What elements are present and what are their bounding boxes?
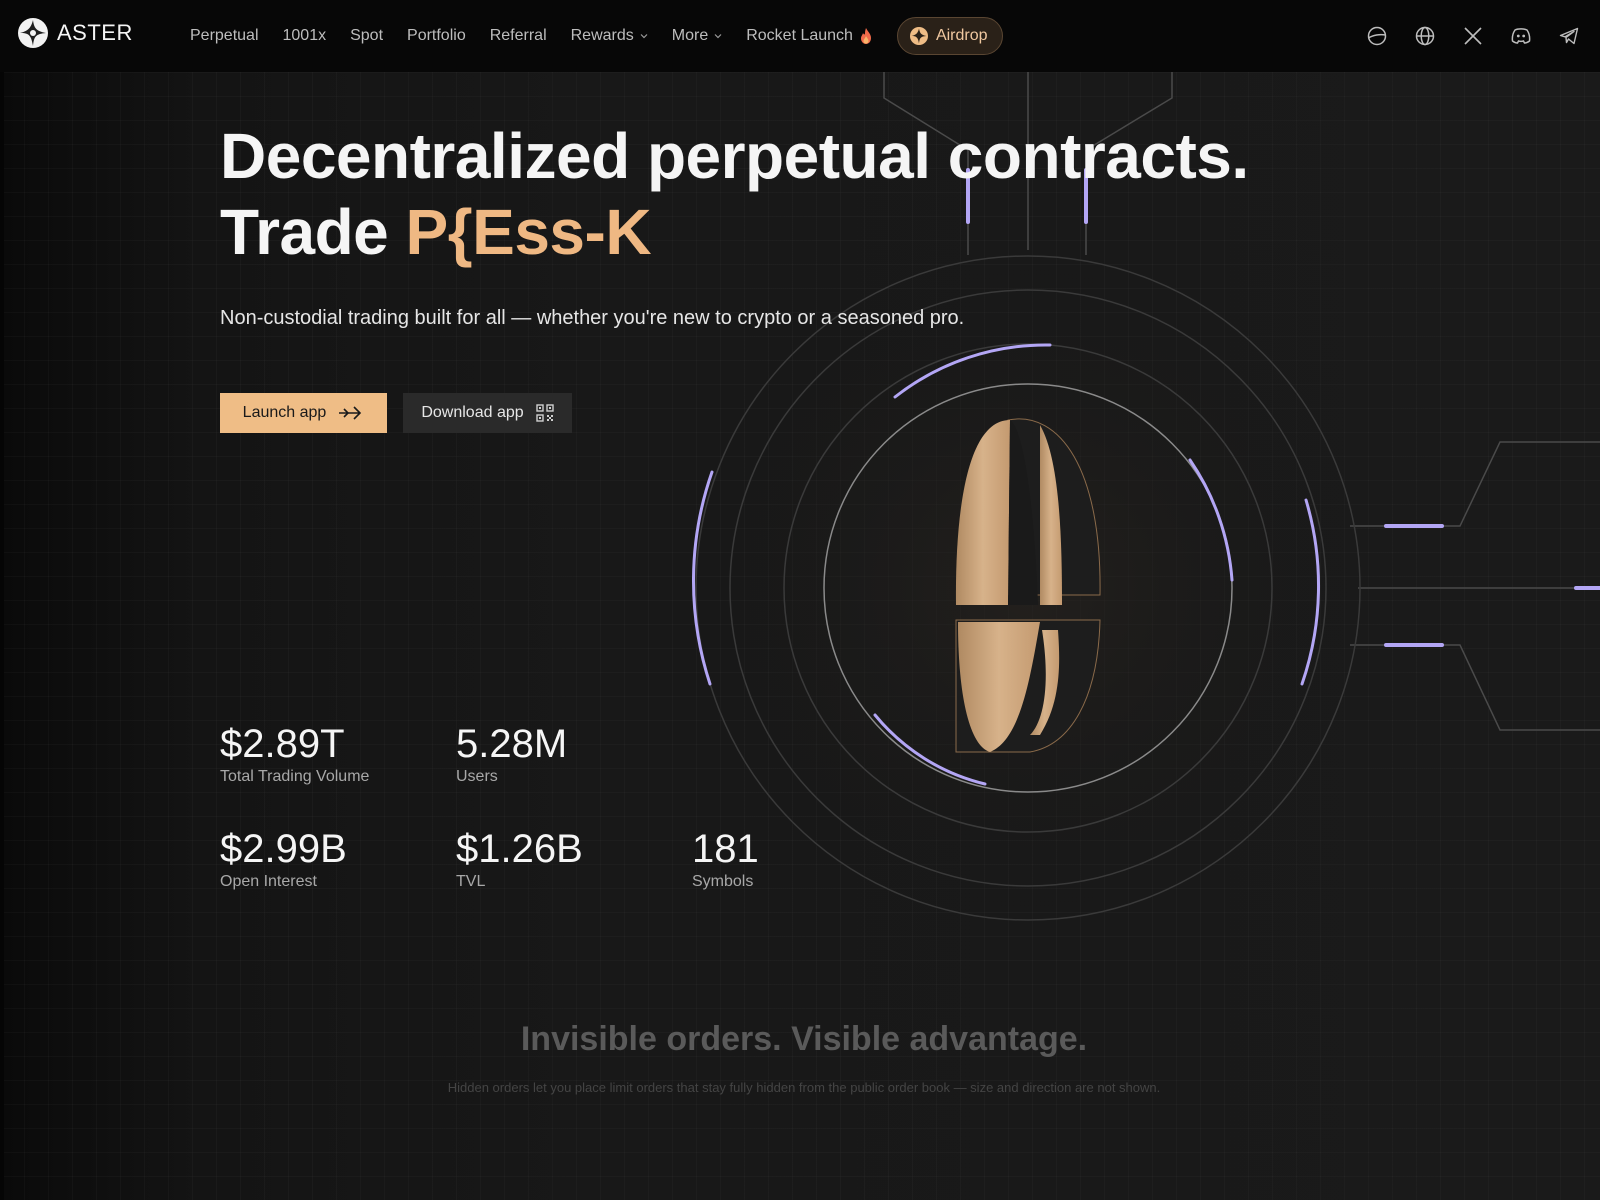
stat-value: $2.99B — [220, 827, 347, 871]
nav-link-more[interactable]: More — [672, 27, 722, 45]
stat-value: $1.26B — [456, 827, 583, 871]
stat-value: 181 — [692, 827, 759, 871]
nav-link-label: More — [671, 27, 709, 44]
nav-link-rocket-launch[interactable]: Rocket Launch — [746, 27, 873, 45]
stat-open-interest: $2.99B Open Interest — [220, 827, 347, 891]
section-title: Invisible orders. Visible advantage. — [520, 1020, 1088, 1058]
social-icons — [1366, 0, 1580, 72]
nav-link-label: 1001x — [282, 27, 327, 44]
aster-coin-icon — [909, 27, 928, 45]
stat-label: TVL — [456, 873, 486, 890]
stat-symbols: 181 Symbols — [692, 827, 759, 891]
section-subtitle: Hidden orders let you place limit orders… — [447, 1080, 1161, 1095]
discord-icon[interactable] — [1510, 25, 1532, 47]
stat-users: 5.28M Users — [456, 722, 567, 786]
hero-title: Decentralized perpetual contracts. Trade… — [220, 118, 1249, 270]
download-app-button[interactable]: Download app — [403, 393, 572, 433]
hero-coin-graphic — [692, 72, 1600, 921]
top-navbar: ASTER Perpetual 1001x Spot Portfolio Ref… — [0, 0, 1600, 72]
telegram-icon[interactable] — [1558, 25, 1580, 47]
chevron-down-icon — [640, 34, 648, 39]
hero-title-prefix: Trade — [220, 196, 406, 268]
nav-link-label: Referral — [489, 27, 547, 44]
stat-trading-volume: $2.89T Total Trading Volume — [220, 722, 369, 786]
globe-icon[interactable] — [1414, 25, 1436, 47]
stat-value: 5.28M — [456, 722, 568, 766]
stat-tvl: $1.26B TVL — [456, 827, 583, 891]
arrow-right-icon — [339, 406, 362, 420]
stat-label: Open Interest — [220, 873, 317, 890]
airdrop-label: Airdrop — [935, 27, 988, 44]
nav-link-spot[interactable]: Spot — [350, 27, 383, 45]
nav-link-rewards[interactable]: Rewards — [571, 27, 648, 45]
nav-link-label: Perpetual — [190, 27, 259, 44]
brand-name: ASTER — [57, 20, 133, 45]
hero-title-accent: P{Ess-K — [405, 196, 652, 268]
brand-logo[interactable]: ASTER — [18, 18, 133, 48]
stat-label: Total Trading Volume — [220, 768, 370, 785]
nav-link-label: Spot — [350, 27, 384, 44]
nav-link-portfolio[interactable]: Portfolio — [407, 27, 466, 45]
nav-links: Perpetual 1001x Spot Portfolio Referral … — [190, 0, 1003, 72]
stat-label: Symbols — [692, 873, 754, 890]
nav-link-1001x[interactable]: 1001x — [283, 27, 327, 45]
hero-title-line1: Decentralized perpetual contracts. — [220, 120, 1249, 192]
hero-title-line2: Trade P{Ess-K — [220, 194, 1249, 270]
nav-link-perpetual[interactable]: Perpetual — [190, 27, 259, 45]
download-app-label: Download app — [421, 404, 524, 421]
nav-link-label: Portfolio — [407, 27, 466, 44]
stat-label: Users — [456, 768, 498, 785]
chevron-down-icon — [714, 34, 722, 39]
fire-icon — [860, 28, 871, 44]
nav-link-label: Rewards — [570, 27, 634, 44]
airdrop-button[interactable]: Airdrop — [896, 17, 1003, 55]
x-icon[interactable] — [1462, 25, 1484, 47]
hero-subtitle: Non-custodial trading built for all — wh… — [220, 307, 965, 329]
stat-value: $2.89T — [220, 722, 345, 766]
left-edge — [0, 0, 4, 1200]
planet-icon[interactable] — [1366, 25, 1388, 47]
launch-app-label: Launch app — [242, 404, 327, 421]
aster-logo-icon — [18, 18, 48, 48]
nav-link-referral[interactable]: Referral — [490, 27, 547, 45]
nav-link-label: Rocket Launch — [746, 27, 853, 44]
qr-code-icon — [535, 404, 554, 422]
launch-app-button[interactable]: Launch app — [220, 393, 387, 433]
